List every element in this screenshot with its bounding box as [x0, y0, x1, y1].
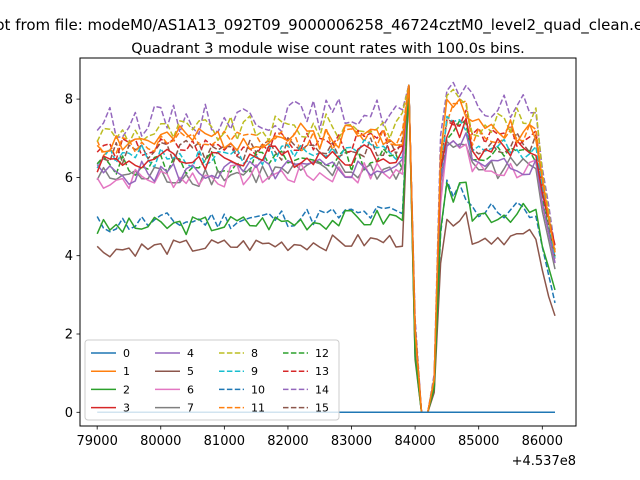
- legend-label-1: 1: [123, 365, 130, 378]
- y-tick-label: 2: [65, 328, 73, 343]
- legend-label-0: 0: [123, 347, 130, 360]
- legend-label-4: 4: [187, 347, 194, 360]
- series-line-9: [96, 84, 556, 414]
- plot-area: [96, 81, 556, 414]
- legend-label-2: 2: [123, 383, 130, 396]
- axes-frame: [79, 57, 577, 427]
- legend-label-8: 8: [251, 347, 258, 360]
- figure-suptitle: Plot from file: modeM0/AS1A13_092T09_900…: [0, 16, 640, 35]
- y-tick-label: 4: [65, 249, 73, 264]
- x-tick-label: 85000: [458, 434, 499, 449]
- legend-label-15: 15: [315, 402, 329, 415]
- legend-label-13: 13: [315, 365, 329, 378]
- legend-label-6: 6: [187, 383, 194, 396]
- series-line-1: [96, 84, 556, 414]
- legend-label-9: 9: [251, 365, 258, 378]
- x-tick-label: 83000: [331, 434, 372, 449]
- x-tick-label: 86000: [522, 434, 563, 449]
- x-axis: 79000 80000 81000 82000 83000 84000 85000 86000: [76, 426, 563, 449]
- series-line-10: [96, 84, 556, 414]
- x-tick-label: 80000: [140, 434, 181, 449]
- x-offset-label: +4.537e8: [512, 454, 576, 469]
- legend-label-14: 14: [315, 383, 329, 396]
- chart-title: Quadrant 3 module wise count rates with …: [131, 41, 525, 57]
- series-line-5: [96, 84, 556, 414]
- x-tick-label: 84000: [394, 434, 435, 449]
- x-tick-label: 79000: [76, 434, 117, 449]
- y-tick-label: 0: [65, 406, 73, 421]
- series-line-11: [96, 84, 556, 414]
- series-line-7: [96, 84, 556, 414]
- series-line-8: [96, 84, 556, 414]
- legend-label-11: 11: [251, 402, 265, 415]
- legend-frame: [84, 339, 340, 421]
- legend-label-10: 10: [251, 383, 265, 396]
- legend-label-7: 7: [187, 402, 194, 415]
- y-tick-label: 6: [65, 171, 73, 186]
- series-line-15: [96, 84, 556, 414]
- series-line-3: [96, 84, 556, 414]
- legend-label-3: 3: [123, 402, 130, 415]
- y-tick-label: 8: [65, 93, 73, 108]
- x-tick-label: 82000: [267, 434, 308, 449]
- series-line-14: [96, 81, 556, 414]
- legend-label-12: 12: [315, 347, 329, 360]
- y-axis: 0 2 4 6 8: [65, 93, 80, 421]
- series-line-2: [96, 84, 556, 414]
- x-tick-label: 81000: [204, 434, 245, 449]
- legend-label-5: 5: [187, 365, 194, 378]
- series-line-4: [96, 84, 556, 414]
